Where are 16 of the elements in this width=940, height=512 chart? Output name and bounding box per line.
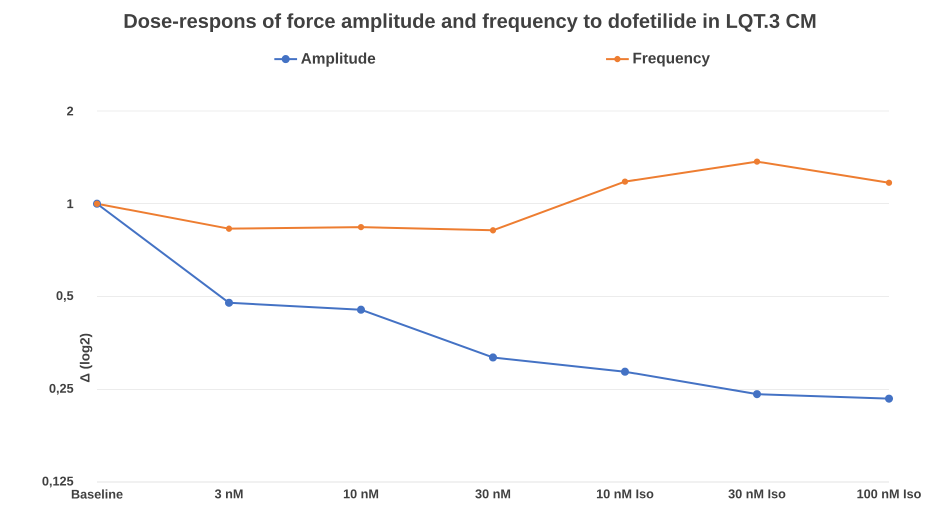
- y-tick-label: 0,125: [42, 476, 74, 488]
- chart-title: Dose-respons of force amplitude and frequency to dofetilide in LQT.3 CM: [124, 13, 816, 32]
- x-tick-label: 30 nM Iso: [728, 489, 786, 498]
- legend-label: Amplitude: [301, 52, 376, 67]
- y-tick-label: 1: [67, 199, 74, 208]
- y-tick-label: 2: [67, 106, 74, 116]
- x-tick-label: Baseline: [72, 489, 123, 499]
- legend-label: Frequency: [633, 52, 710, 67]
- x-tick-label: 3 nM: [214, 489, 243, 498]
- x-tick-label: 100 nM Iso: [857, 489, 921, 498]
- y-tick-label: 0,25: [49, 384, 74, 395]
- y-axis-title: Δ (log2): [80, 334, 92, 382]
- x-tick-label: 30 nM: [475, 489, 510, 498]
- y-tick-label: 0,5: [56, 291, 74, 302]
- x-tick-label: 10 nM Iso: [596, 489, 654, 498]
- x-tick-label: 10 nM: [344, 489, 378, 498]
